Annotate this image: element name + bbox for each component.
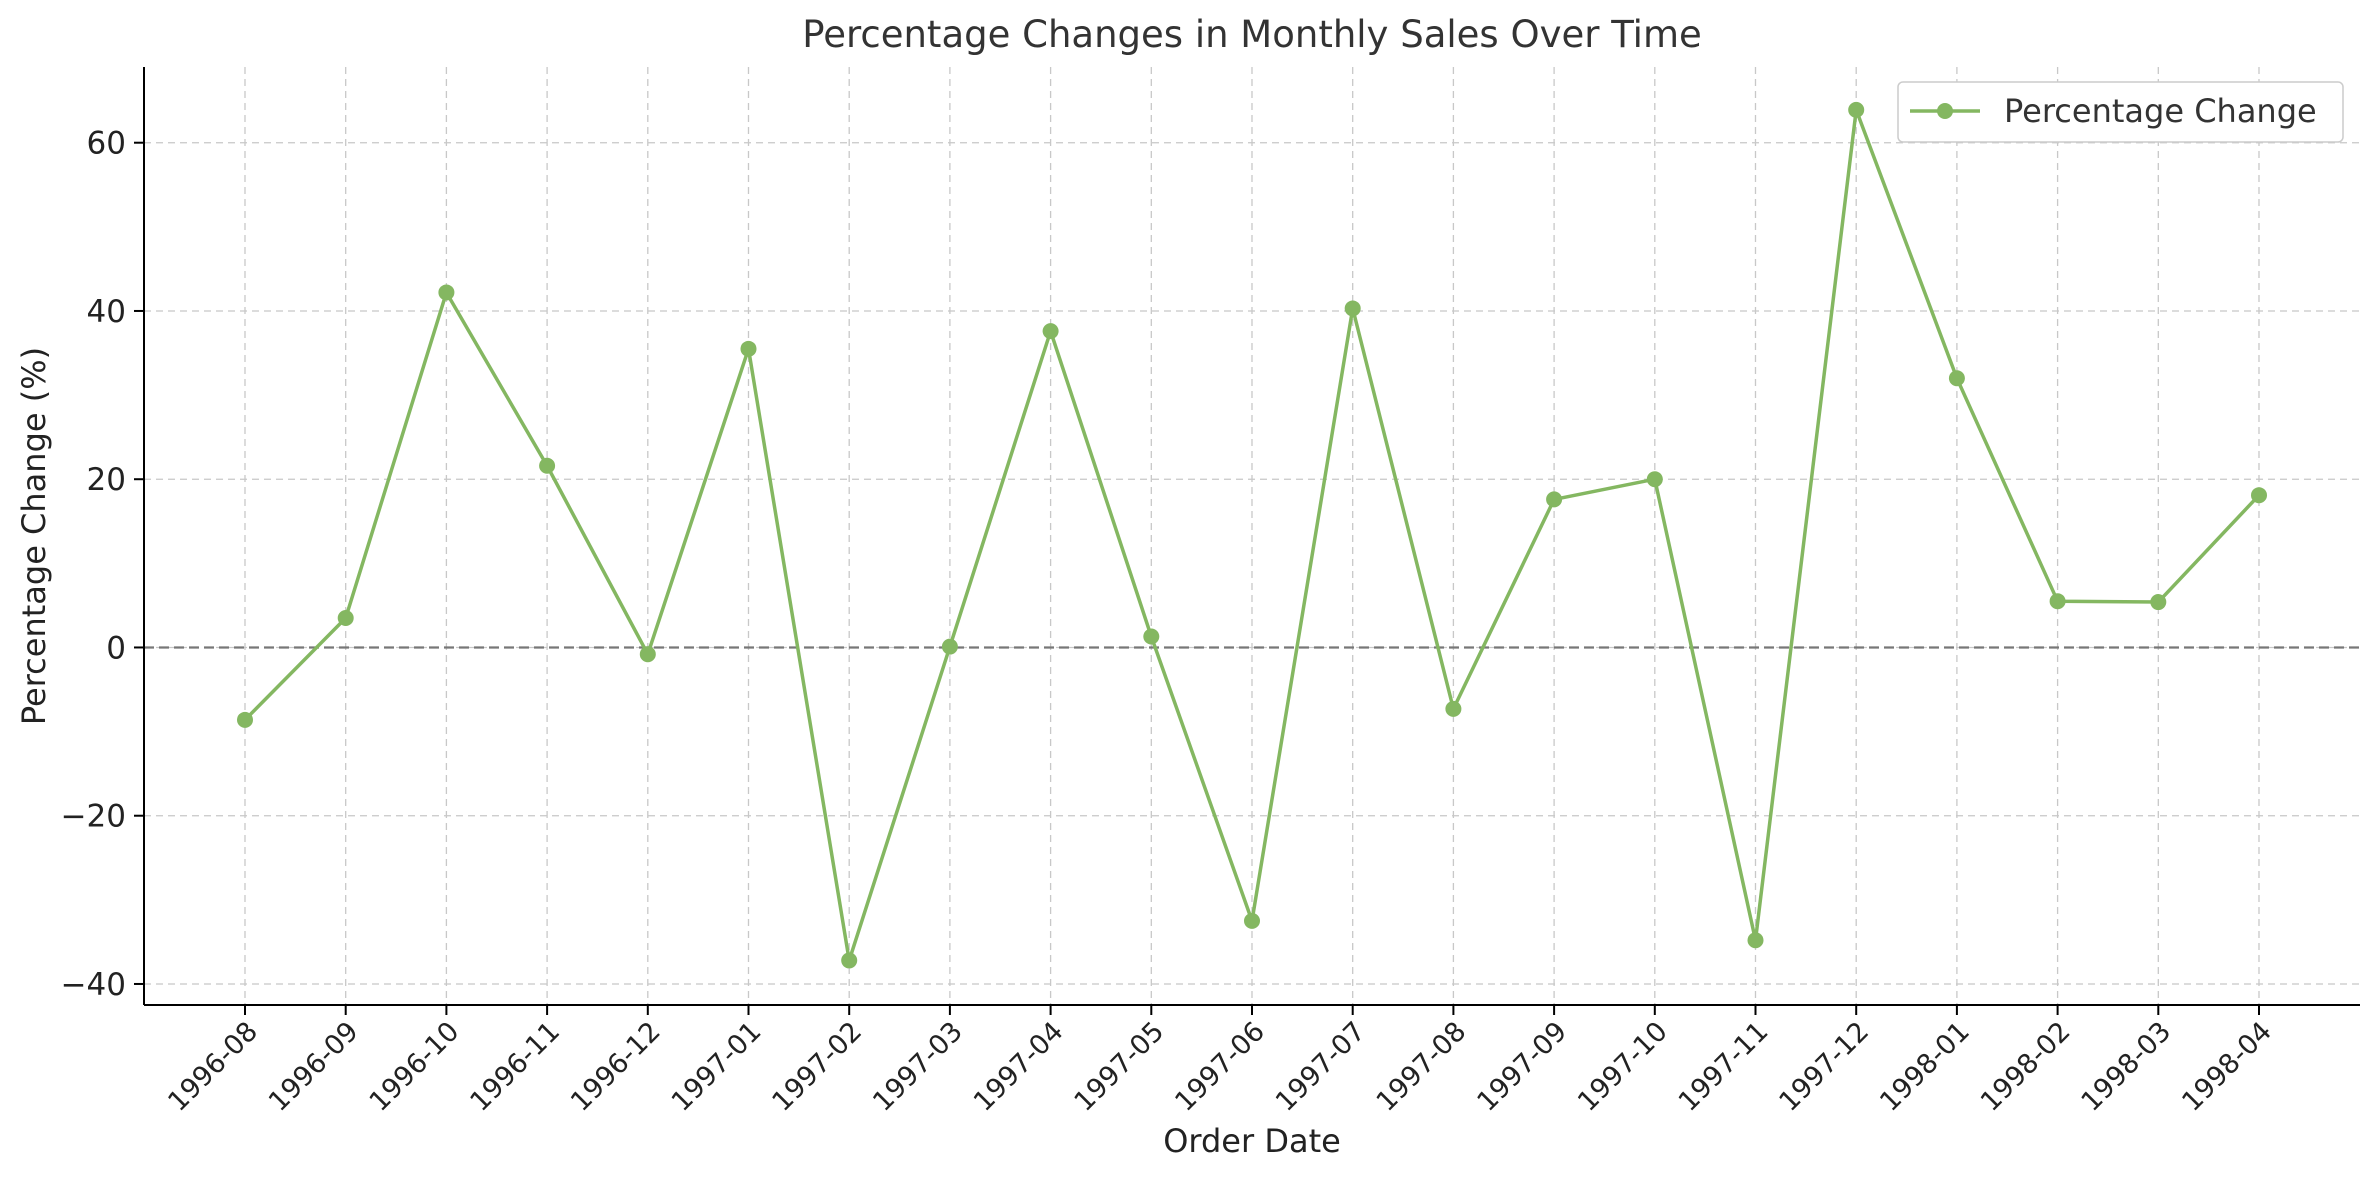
- data-point: [1445, 700, 1462, 717]
- data-point: [1948, 370, 1965, 387]
- x-ticks: 1996-08 1996-09 1996-10 1996-11 1996-12 1997-…: [162, 1005, 2278, 1118]
- x-tick-label: 1998-02: [1975, 1016, 2077, 1118]
- x-tick-label: 1997-10: [1572, 1016, 1674, 1118]
- legend-marker: [1937, 103, 1953, 119]
- y-tick-label: 60: [87, 126, 126, 162]
- y-tick-label: −20: [61, 799, 126, 835]
- x-axis-label: Order Date: [1163, 1122, 1341, 1160]
- data-point: [1042, 323, 1059, 340]
- y-tick-label: 20: [87, 462, 126, 498]
- x-tick-label: 1997-11: [1673, 1016, 1775, 1118]
- data-point: [1143, 628, 1160, 645]
- x-tick-label: 1998-01: [1874, 1016, 1976, 1118]
- x-tick-label: 1996-12: [565, 1016, 667, 1118]
- data-point: [1344, 300, 1361, 317]
- x-tick-label: 1997-04: [968, 1016, 1070, 1118]
- data-point: [1848, 101, 1865, 118]
- x-tick-label: 1996-08: [162, 1016, 264, 1118]
- x-tick-label: 1997-09: [1471, 1016, 1573, 1118]
- chart-title: Percentage Changes in Monthly Sales Over…: [802, 13, 1702, 56]
- x-tick-label: 1997-08: [1371, 1016, 1473, 1118]
- data-point: [337, 610, 354, 627]
- data-point: [539, 457, 556, 474]
- grid: [144, 67, 2360, 1005]
- x-tick-label: 1997-05: [1069, 1016, 1171, 1118]
- data-point: [941, 638, 958, 655]
- x-tick-label: 1998-03: [2076, 1016, 2178, 1118]
- data-point: [237, 711, 253, 728]
- data-point: [740, 340, 757, 357]
- legend-box: [1897, 81, 2344, 143]
- data-point: [2150, 594, 2167, 611]
- legend: Percentage Change: [1897, 81, 2344, 143]
- x-tick-label: 1997-07: [1270, 1016, 1372, 1118]
- data-point: [1244, 912, 1260, 929]
- data-point: [841, 952, 858, 969]
- x-tick-label: 1998-04: [2176, 1016, 2278, 1118]
- data-point: [2251, 487, 2267, 504]
- data-point: [2049, 593, 2066, 610]
- y-tick-label: −40: [61, 967, 126, 1003]
- x-tick-label: 1996-09: [263, 1016, 365, 1118]
- data-point: [438, 284, 455, 301]
- x-tick-label: 1997-03: [867, 1016, 969, 1118]
- y-tick-label: 40: [87, 294, 126, 330]
- legend-label: Percentage Change: [2004, 92, 2317, 130]
- data-point: [1747, 932, 1764, 949]
- x-tick-label: 1996-11: [464, 1016, 566, 1118]
- data-point: [1546, 491, 1563, 508]
- x-tick-label: 1997-01: [666, 1016, 768, 1118]
- x-tick-label: 1996-10: [364, 1016, 466, 1118]
- y-ticks: −40 −20 0 20 40 60: [61, 126, 144, 1003]
- y-tick-label: 0: [106, 630, 126, 666]
- y-axis-label: Percentage Change (%): [15, 347, 53, 725]
- series: [237, 101, 2267, 969]
- data-point: [639, 646, 656, 663]
- data-point: [1646, 471, 1663, 488]
- x-tick-label: 1997-06: [1169, 1016, 1271, 1118]
- x-tick-label: 1997-02: [766, 1016, 868, 1118]
- x-tick-label: 1997-12: [1773, 1016, 1875, 1118]
